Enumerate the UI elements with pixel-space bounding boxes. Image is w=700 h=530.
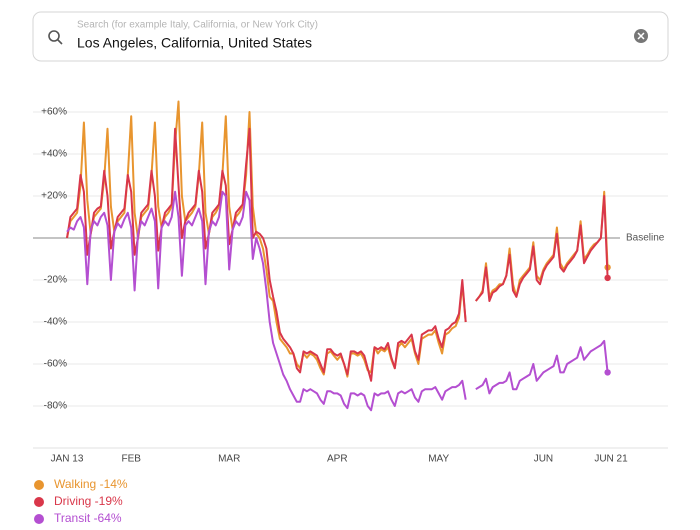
y-tick-label: -20% xyxy=(44,275,67,286)
clear-button[interactable] xyxy=(634,29,648,43)
x-tick-label: MAR xyxy=(218,454,240,465)
y-tick-label: +60% xyxy=(41,107,67,118)
series-line xyxy=(66,190,609,412)
legend-label: Driving -19% xyxy=(54,494,123,508)
series-line xyxy=(66,100,609,378)
end-point xyxy=(604,274,611,282)
y-tick-label: -40% xyxy=(44,317,67,328)
y-tick-label: -60% xyxy=(44,359,67,370)
search-placeholder: Search (for example Italy, California, o… xyxy=(77,20,318,31)
series-line xyxy=(66,127,609,382)
y-tick-label: +40% xyxy=(41,149,67,160)
baseline-label: Baseline xyxy=(626,233,665,244)
legend-marker xyxy=(34,497,44,507)
plot: +60% +40% +20% Baseline -20% -40% -60% -80% JAN … xyxy=(33,100,668,525)
x-tick-label: MAY xyxy=(428,454,449,465)
y-tick-label: +20% xyxy=(41,191,67,202)
y-tick-label: -80% xyxy=(44,401,67,412)
search-query[interactable]: Los Angeles, California, United States xyxy=(77,35,312,51)
x-tick-label: APR xyxy=(327,454,348,465)
legend-marker xyxy=(34,514,44,524)
legend-marker xyxy=(34,480,44,490)
end-point xyxy=(604,369,611,376)
x-tick-label: JUN 21 xyxy=(594,454,628,465)
search-icon xyxy=(48,30,63,45)
search-box[interactable] xyxy=(32,11,669,62)
x-tick-label: JAN 13 xyxy=(51,454,84,465)
x-tick-label: FEB xyxy=(121,454,141,465)
legend-label: Transit -64% xyxy=(54,511,122,525)
x-tick-label: JUN xyxy=(534,454,553,465)
legend-label: Walking -14% xyxy=(54,477,128,491)
